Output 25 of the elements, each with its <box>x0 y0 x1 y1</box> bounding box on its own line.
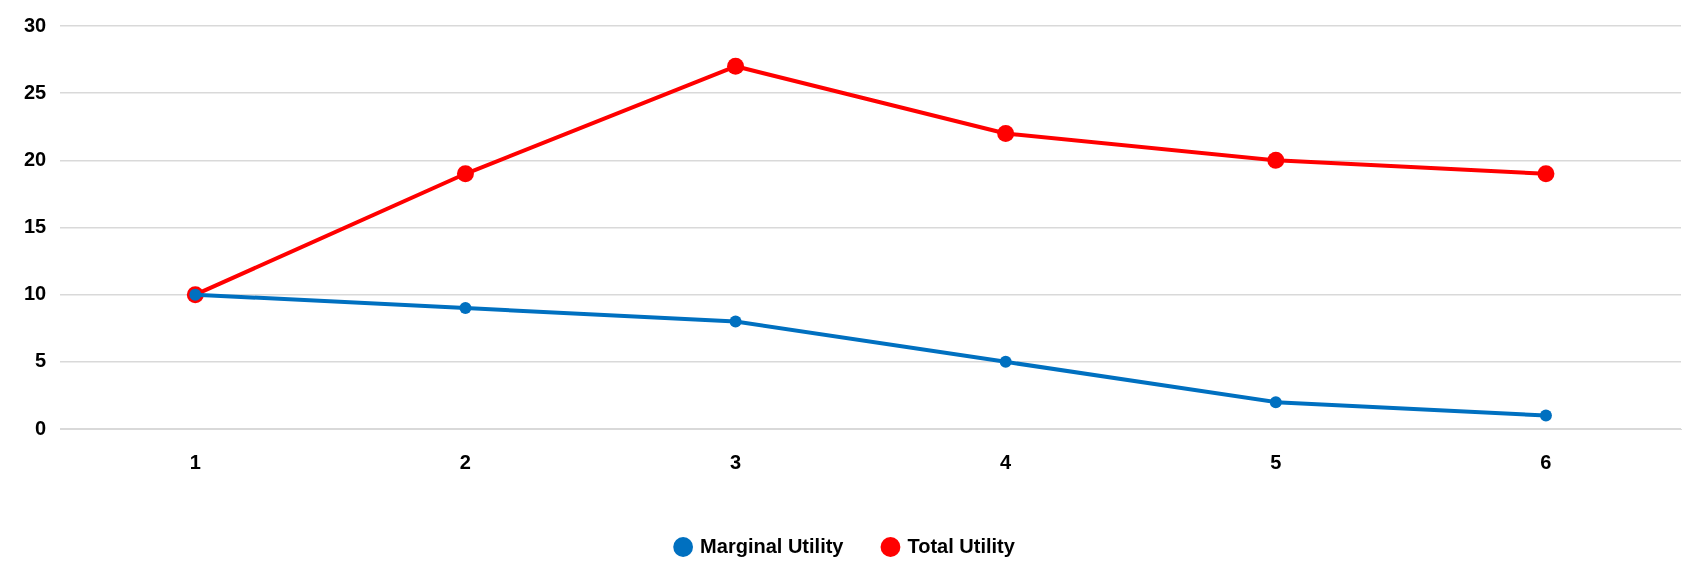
y-tick-label: 10 <box>24 282 47 305</box>
x-tick-label: 4 <box>1000 450 1013 473</box>
y-tick-label: 30 <box>24 13 47 36</box>
y-tick-label: 15 <box>24 215 47 238</box>
point <box>1267 151 1285 169</box>
x-tick-label: 3 <box>730 450 742 473</box>
point <box>1539 409 1552 422</box>
x-tick-label: 1 <box>189 450 201 473</box>
point <box>459 302 472 315</box>
y-tick-label: 0 <box>35 416 47 439</box>
x-tick-label: 6 <box>1540 450 1552 473</box>
point <box>1269 396 1282 409</box>
point <box>729 315 742 328</box>
y-tick-label: 25 <box>24 80 47 103</box>
point <box>456 165 474 183</box>
y-tick-label: 20 <box>24 147 47 170</box>
point <box>999 355 1012 368</box>
point <box>727 57 745 75</box>
legend-label: Total Utility <box>907 534 1016 557</box>
x-tick-label: 2 <box>459 450 471 473</box>
point <box>1537 165 1555 183</box>
legend-label: Marginal Utility <box>700 534 845 557</box>
x-tick-label: 5 <box>1270 450 1282 473</box>
y-tick-label: 5 <box>35 349 47 372</box>
point <box>997 124 1015 142</box>
